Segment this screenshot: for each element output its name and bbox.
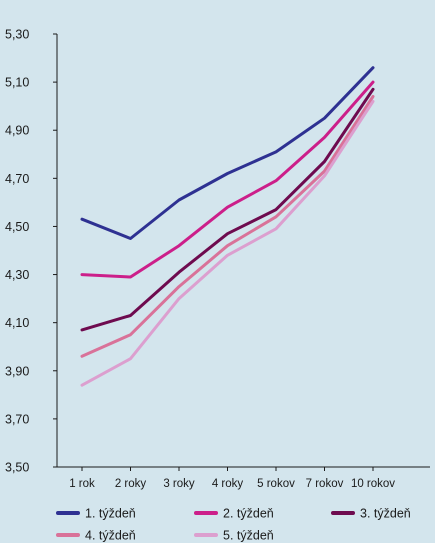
series-line — [80, 95, 375, 358]
series-line — [80, 99, 375, 387]
y-tick-label: 5,30 — [5, 28, 29, 42]
legend-label: 1. týždeň — [85, 507, 136, 521]
series-line — [80, 66, 375, 240]
legend-label: 2. týždeň — [223, 507, 274, 521]
y-tick-label: 4,10 — [5, 316, 29, 330]
x-axis-ticks: 1 rok 2 roky 3 roky 4 roky 5 rokov 7 rokov 10 … — [69, 467, 395, 490]
y-axis-ticks: 3,50 3,70 3,90 4,10 4,30 4,50 4,70 4,90 5,10 5,30 — [5, 28, 57, 475]
x-tick-label: 3 roky — [163, 478, 195, 490]
y-tick-label: 3,70 — [5, 412, 29, 426]
x-tick-label: 2 roky — [115, 478, 147, 490]
y-tick-label: 4,50 — [5, 220, 29, 234]
series-line — [80, 80, 375, 279]
x-tick-label: 10 rokov — [351, 478, 395, 490]
y-tick-label: 3,90 — [5, 364, 29, 378]
legend-label: 4. týždeň — [85, 529, 136, 543]
legend-label: 3. týždeň — [360, 507, 411, 521]
chart-series — [80, 66, 375, 387]
x-tick-label: 7 rokov — [306, 478, 344, 490]
y-tick-label: 4,90 — [5, 124, 29, 138]
legend-label: 5. týždeň — [223, 529, 274, 543]
series-line — [80, 87, 375, 332]
y-tick-label: 4,30 — [5, 268, 29, 282]
chart-legend: 1. týždeň 2. týždeň 3. týždeň 4. týždeň 5. t… — [56, 507, 411, 543]
chart-axes — [56, 34, 430, 468]
x-tick-label: 1 rok — [69, 478, 95, 490]
y-tick-label: 3,50 — [5, 461, 29, 475]
y-tick-label: 5,10 — [5, 76, 29, 90]
y-tick-label: 4,70 — [5, 172, 29, 186]
x-tick-label: 5 rokov — [257, 478, 295, 490]
x-tick-label: 4 roky — [212, 478, 244, 490]
